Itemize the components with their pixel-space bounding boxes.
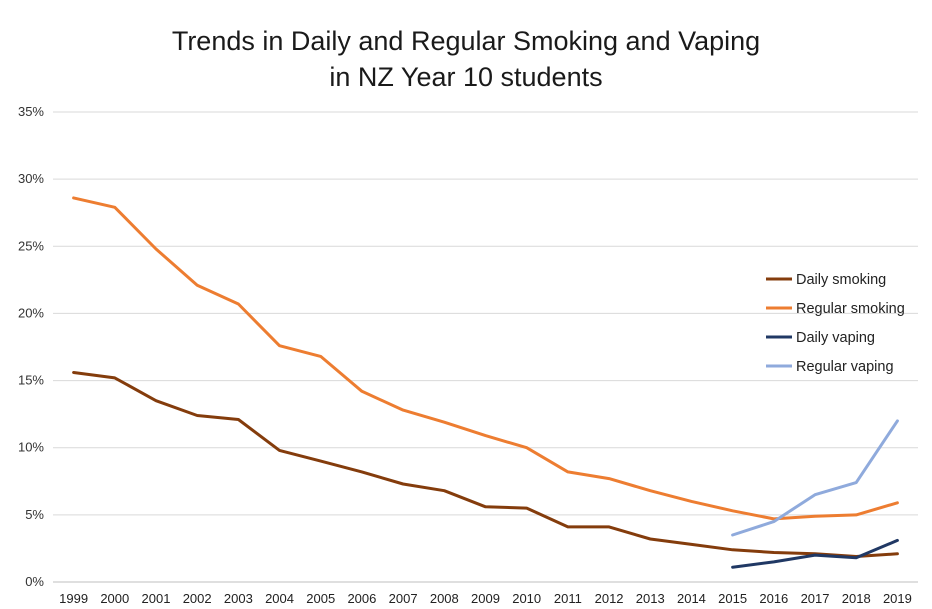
x-tick-label: 2009 xyxy=(471,591,500,606)
series-line-daily-smoking xyxy=(72,371,899,558)
x-tick-label: 2015 xyxy=(718,591,747,606)
x-tick-label: 2008 xyxy=(430,591,459,606)
y-tick-label: 25% xyxy=(18,238,44,253)
x-axis-tick-labels: 1999 2000 2001 2002 2003 2004 2005 2006 2007 2008… xyxy=(59,591,912,606)
x-tick-label: 2010 xyxy=(512,591,541,606)
legend-label-regular-vaping: Regular vaping xyxy=(796,359,894,375)
y-tick-label: 20% xyxy=(18,305,44,320)
x-tick-label: 2016 xyxy=(759,591,788,606)
y-tick-label: 0% xyxy=(25,574,44,589)
x-tick-label: 2012 xyxy=(595,591,624,606)
series-line-regular-vaping xyxy=(731,419,899,537)
x-tick-label: 2001 xyxy=(142,591,171,606)
x-tick-label: 2004 xyxy=(265,591,294,606)
series-line-daily-vaping xyxy=(731,538,899,569)
y-tick-label: 35% xyxy=(18,104,44,119)
y-axis-tick-labels: 0% 5% 10% 15% 20% 25% 30% 35% xyxy=(18,104,44,589)
x-tick-label: 2017 xyxy=(801,591,830,606)
legend-label-daily-vaping: Daily vaping xyxy=(796,330,875,346)
chart-title: Trends in Daily and Regular Smoking and … xyxy=(171,26,761,56)
x-tick-label: 2006 xyxy=(347,591,376,606)
x-tick-label: 2000 xyxy=(100,591,129,606)
y-tick-label: 15% xyxy=(18,373,44,388)
x-tick-label: 2011 xyxy=(554,591,582,606)
x-tick-label: 1999 xyxy=(59,591,88,606)
y-tick-label: 30% xyxy=(18,171,44,186)
x-tick-label: 2018 xyxy=(842,591,871,606)
legend: Daily smoking Regular smoking Daily vaping… xyxy=(766,272,905,375)
series-line-regular-smoking xyxy=(72,196,899,521)
x-tick-label: 2002 xyxy=(183,591,212,606)
gridlines xyxy=(53,111,918,583)
x-tick-label: 2005 xyxy=(306,591,335,606)
y-tick-label: 5% xyxy=(25,507,44,522)
legend-label-regular-smoking: Regular smoking xyxy=(796,301,905,317)
legend-label-daily-smoking: Daily smoking xyxy=(796,272,886,288)
x-tick-label: 2003 xyxy=(224,591,253,606)
y-tick-label: 10% xyxy=(18,440,44,455)
x-tick-label: 2007 xyxy=(389,591,418,606)
x-tick-label: 2019 xyxy=(883,591,912,606)
series-lines xyxy=(72,196,899,569)
x-tick-label: 2013 xyxy=(636,591,665,606)
x-tick-label: 2014 xyxy=(677,591,706,606)
chart-subtitle: in NZ Year 10 students xyxy=(329,62,603,92)
